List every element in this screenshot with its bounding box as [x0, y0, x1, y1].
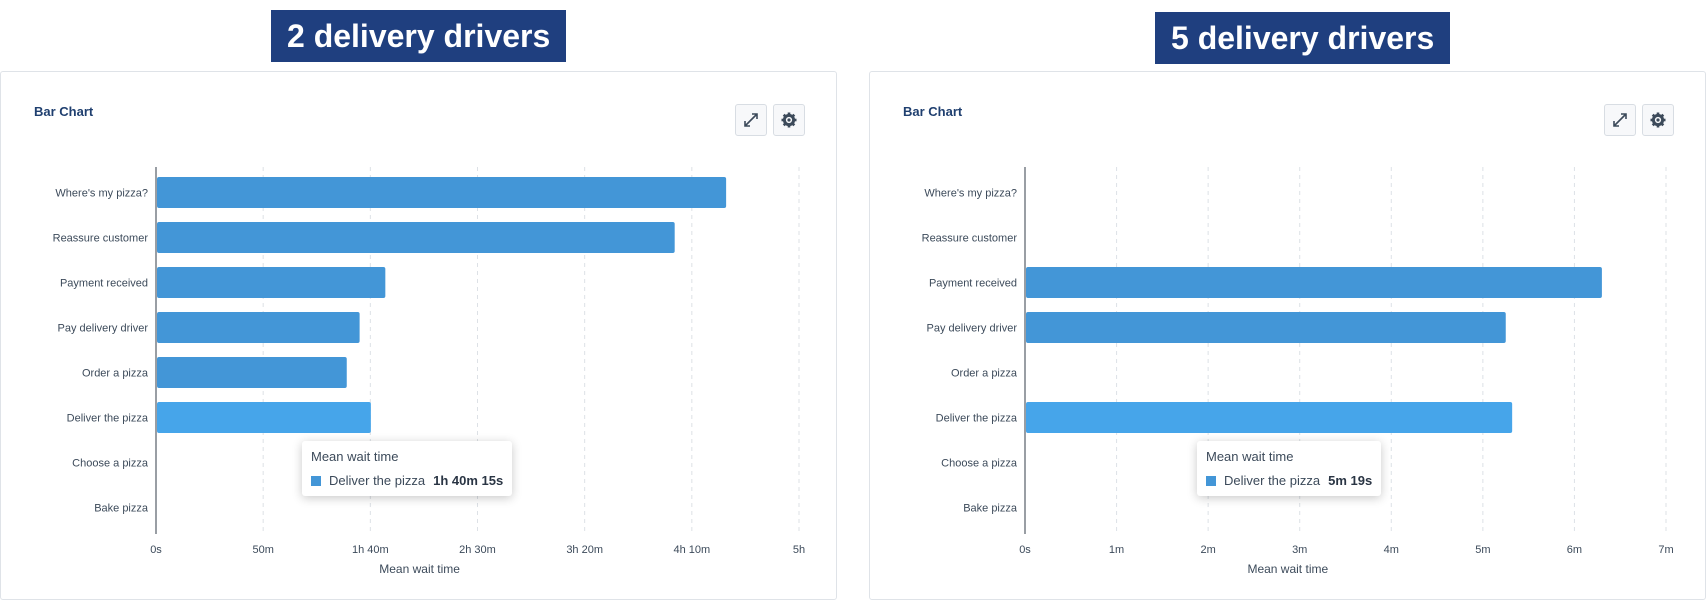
bar: [157, 177, 727, 208]
tooltip-swatch: [311, 475, 321, 486]
y-tick-label: Bake pizza: [94, 503, 149, 515]
tooltip-series: Deliver the pizza: [1224, 473, 1321, 488]
heading-2-drivers: 2 delivery drivers: [271, 10, 567, 62]
tooltip-value: 5m 19s: [1328, 473, 1373, 488]
x-tick-label: 3m: [1292, 544, 1307, 556]
x-tick-label: 6m: [1567, 544, 1582, 556]
x-tick-label: 1h 40m: [352, 544, 389, 556]
bar: [1026, 267, 1602, 298]
chart-tooltip: Mean wait time Deliver the pizza 1h 40m …: [302, 441, 513, 496]
heading-5-drivers: 5 delivery drivers: [1155, 12, 1451, 64]
bar: [157, 267, 386, 298]
expand-icon: [1613, 113, 1627, 127]
y-tick-label: Payment received: [60, 278, 148, 290]
bar: [157, 222, 675, 253]
y-tick-label: Order a pizza: [82, 368, 149, 380]
chart-tooltip: Mean wait time Deliver the pizza 5m 19s: [1197, 441, 1382, 496]
x-tick-label: 0s: [1019, 544, 1031, 556]
x-tick-label: 5m: [1475, 544, 1490, 556]
y-tick-label: Where's my pizza?: [924, 188, 1017, 200]
settings-button[interactable]: [773, 104, 805, 136]
panel-title: Bar Chart: [34, 104, 94, 119]
tooltip-swatch: [1206, 475, 1216, 486]
y-tick-label: Bake pizza: [963, 503, 1018, 515]
x-tick-label: 1m: [1109, 544, 1124, 556]
tooltip-series: Deliver the pizza: [329, 473, 426, 488]
chart-panel-5-drivers: Bar Chart Where's my pizza? Reassure cust…: [869, 71, 1706, 600]
x-axis-label: Mean wait time: [1247, 562, 1328, 576]
bar: [1026, 402, 1513, 433]
chart-panel-2-drivers: Bar Chart Where's my pizza? Reassure cust…: [0, 71, 837, 600]
panel-title: Bar Chart: [903, 104, 963, 119]
tooltip-title: Mean wait time: [311, 449, 399, 464]
y-tick-label: Order a pizza: [951, 368, 1018, 380]
expand-button[interactable]: [735, 104, 767, 136]
tooltip-value: 1h 40m 15s: [433, 473, 504, 488]
x-tick-label: 7m: [1658, 544, 1673, 556]
y-tick-label: Payment received: [929, 278, 1017, 290]
y-tick-label: Pay delivery driver: [58, 323, 149, 335]
x-axis-label: Mean wait time: [379, 562, 460, 576]
y-tick-label: Reassure customer: [922, 233, 1018, 245]
y-tick-label: Pay delivery driver: [927, 323, 1018, 335]
y-tick-label: Choose a pizza: [72, 458, 149, 470]
y-tick-label: Deliver the pizza: [936, 413, 1018, 425]
expand-button[interactable]: [1604, 104, 1636, 136]
gear-icon: [781, 112, 797, 128]
x-tick-label: 2h 30m: [459, 544, 496, 556]
x-tick-label: 0s: [150, 544, 162, 556]
expand-icon: [744, 113, 758, 127]
bar: [157, 357, 347, 388]
y-tick-label: Reassure customer: [53, 233, 149, 245]
bar: [157, 312, 360, 343]
tooltip-title: Mean wait time: [1206, 449, 1294, 464]
y-tick-label: Where's my pizza?: [55, 188, 148, 200]
gear-icon: [1650, 112, 1666, 128]
y-tick-label: Choose a pizza: [941, 458, 1018, 470]
bar: [1026, 312, 1506, 343]
settings-button[interactable]: [1642, 104, 1674, 136]
x-tick-label: 50m: [252, 544, 273, 556]
x-tick-label: 2m: [1201, 544, 1216, 556]
bar-chart-2-drivers: Where's my pizza? Reassure customer Paymen…: [53, 167, 805, 576]
x-tick-label: 5h: [793, 544, 805, 556]
bar: [157, 402, 371, 433]
bar-chart-5-drivers: Where's my pizza? Reassure customer Paymen…: [922, 167, 1674, 576]
x-tick-label: 3h 20m: [566, 544, 603, 556]
x-tick-label: 4h 10m: [673, 544, 710, 556]
y-tick-label: Deliver the pizza: [67, 413, 149, 425]
x-tick-label: 4m: [1384, 544, 1399, 556]
